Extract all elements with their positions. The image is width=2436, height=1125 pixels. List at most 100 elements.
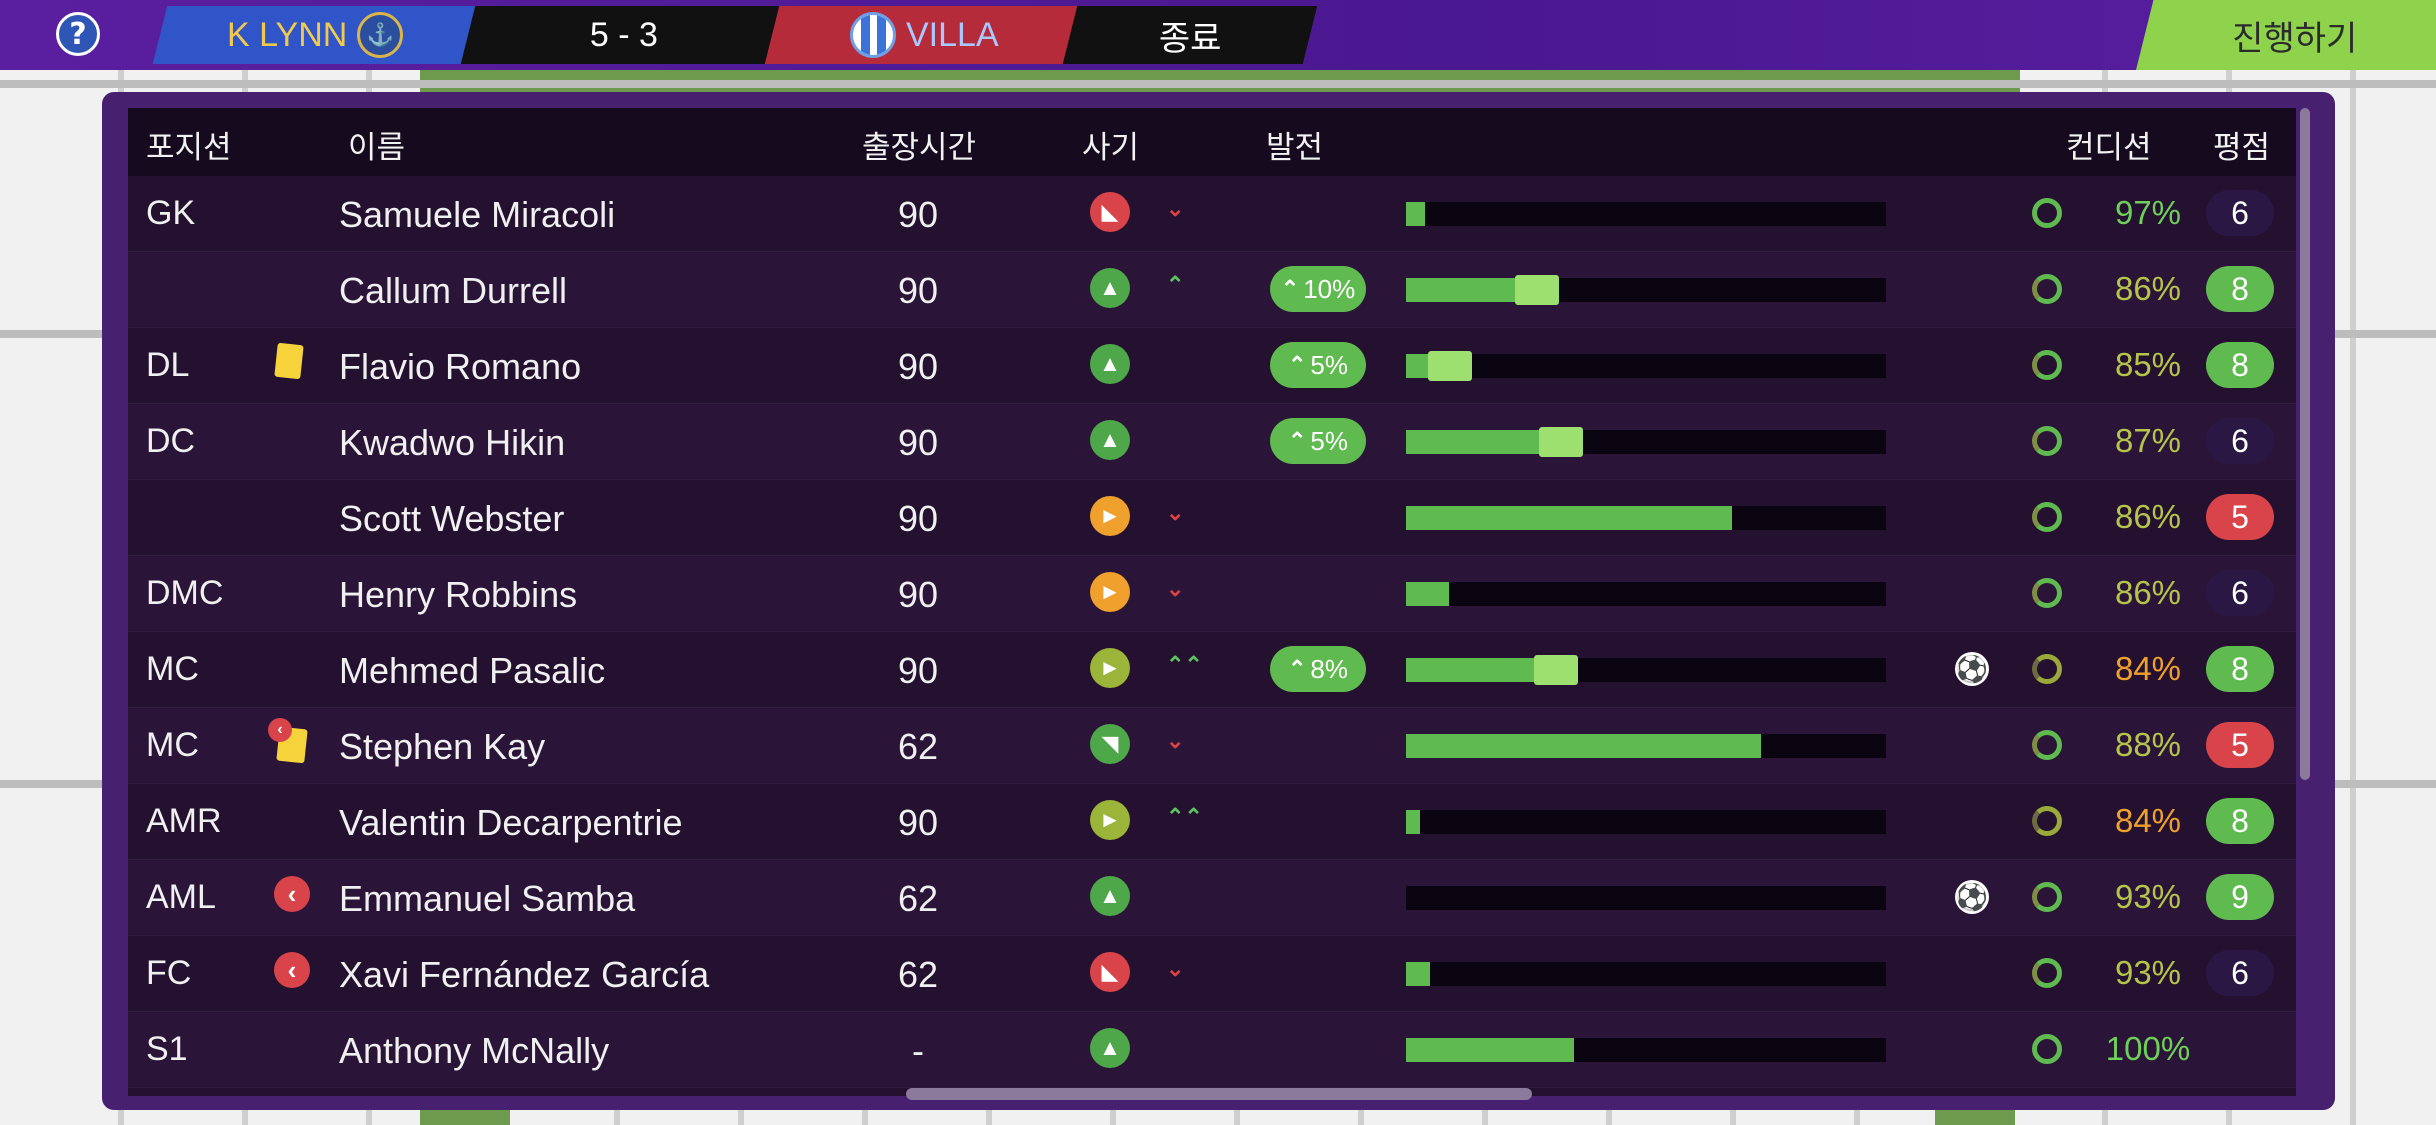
- player-row[interactable]: Scott Webster 90 ► ⌄ 86% 5: [128, 480, 2296, 556]
- player-row[interactable]: Callum Durrell 90 ▲ ⌃ ⌃ 10% 86% 8: [128, 252, 2296, 328]
- development-progress-bar: [1406, 351, 1886, 381]
- progress-fill: [1406, 962, 1430, 986]
- continue-button[interactable]: 진행하기: [2136, 0, 2436, 70]
- player-name[interactable]: Emmanuel Samba: [339, 878, 636, 919]
- player-row[interactable]: FC ‹ Xavi Fernández García 62 ◣ ⌄ 93% 6: [128, 936, 2296, 1012]
- player-name[interactable]: Henry Robbins: [339, 574, 578, 615]
- player-name[interactable]: Flavio Romano: [339, 346, 582, 387]
- player-rating: 6: [2206, 570, 2274, 616]
- player-name[interactable]: Samuele Miracoli: [339, 194, 616, 235]
- development-progress-bar: [1406, 275, 1886, 305]
- arrow-up-icon: ▲: [1090, 1028, 1130, 1068]
- player-name[interactable]: Callum Durrell: [339, 270, 568, 311]
- chevrons-up-icon: ⌃: [1287, 656, 1307, 681]
- development-progress-bar: [1406, 734, 1886, 758]
- col-header-development[interactable]: 발전: [1266, 130, 1324, 165]
- away-team-badge: VILLA: [764, 6, 1084, 64]
- player-name[interactable]: Anthony McNally: [339, 1030, 610, 1071]
- development-progress-bar: [1406, 582, 1886, 606]
- progress-fill: [1406, 810, 1420, 834]
- player-name[interactable]: Scott Webster: [339, 498, 565, 539]
- substituted-off-icon: ‹: [268, 718, 292, 742]
- condition-value: 93%: [2114, 878, 2182, 915]
- condition-value: 86%: [2114, 574, 2182, 611]
- development-value: 10%: [1303, 273, 1356, 304]
- development-progress-bar: [1406, 886, 1886, 910]
- col-header-position[interactable]: 포지션: [146, 130, 232, 165]
- goal-ball-icon: ⚽: [1955, 652, 1989, 686]
- development-progress-bar: [1406, 202, 1886, 226]
- col-header-morale[interactable]: 사기: [1082, 130, 1140, 165]
- col-header-minutes[interactable]: 출장시간: [862, 130, 977, 165]
- progress-fill: [1406, 1038, 1574, 1062]
- arrow-up-icon: ▲: [1090, 268, 1130, 308]
- player-row[interactable]: DMC Henry Robbins 90 ► ⌄ 86% 6: [128, 556, 2296, 632]
- player-name[interactable]: Kwadwo Hikin: [339, 422, 566, 463]
- morale-trend-icon: ⌄: [1166, 956, 1185, 981]
- development-progress-bar: [1406, 506, 1886, 530]
- player-row[interactable]: MC ‹ Stephen Kay 62 ◥ ⌄ 88% 5: [128, 708, 2296, 784]
- player-rating: 8: [2206, 266, 2274, 312]
- condition-value: 88%: [2114, 726, 2182, 763]
- minutes-played: 90: [897, 346, 939, 387]
- condition-ring-icon: [2032, 502, 2062, 532]
- progress-gain-marker: [1534, 655, 1578, 685]
- away-crest-icon: [849, 12, 896, 58]
- condition-ring-icon: [2032, 654, 2062, 684]
- condition-value: 86%: [2114, 270, 2182, 307]
- morale-trend-icon: ⌄: [1166, 576, 1185, 601]
- player-position: DL: [146, 346, 190, 384]
- player-name[interactable]: Valentin Decarpentrie: [339, 802, 683, 843]
- morale-trend-icon: ⌄: [1166, 500, 1185, 525]
- condition-value: 85%: [2114, 346, 2182, 383]
- home-team-badge: K LYNN ⚓: [152, 6, 478, 64]
- development-badge: ⌃ 10%: [1270, 266, 1366, 312]
- player-row[interactable]: AMR Valentin Decarpentrie 90 ► ⌃⌃ 84% 8: [128, 784, 2296, 860]
- substituted-off-icon: ‹: [274, 876, 310, 912]
- development-badge: ⌃ 5%: [1270, 342, 1366, 388]
- development-progress-bar: [1406, 427, 1886, 457]
- minutes-played: 62: [897, 954, 939, 995]
- help-button[interactable]: ?: [56, 12, 100, 56]
- minutes-played: 90: [897, 422, 939, 463]
- chevrons-up-icon: ⌃: [1287, 428, 1307, 453]
- development-progress-bar: [1406, 810, 1886, 834]
- player-position: FC: [146, 954, 192, 992]
- chevrons-up-icon: ⌃: [1287, 352, 1307, 377]
- progress-fill: [1406, 734, 1761, 758]
- morale-trend-icon: ⌃⌃: [1166, 804, 1203, 829]
- player-row[interactable]: AML ‹ Emmanuel Samba 62 ▲ ⚽ 93% 9: [128, 860, 2296, 936]
- player-row[interactable]: DC Kwadwo Hikin 90 ▲ ⌃ 5% 87% 6: [128, 404, 2296, 480]
- condition-ring-icon: [2032, 958, 2062, 988]
- arrow-down-left-icon: ◣: [1090, 952, 1130, 992]
- player-name[interactable]: Mehmed Pasalic: [339, 650, 606, 691]
- player-row[interactable]: GK Samuele Miracoli 90 ◣ ⌄ 97% 6: [128, 176, 2296, 252]
- continue-button-label: 진행하기: [2232, 18, 2358, 59]
- player-row[interactable]: MC Mehmed Pasalic 90 ► ⌃⌃ ⌃ 8% ⚽ 84% 8: [128, 632, 2296, 708]
- condition-ring-icon: [2032, 1034, 2062, 1064]
- player-row[interactable]: DL Flavio Romano 90 ▲ ⌃ 5% 85% 8: [128, 328, 2296, 404]
- player-row[interactable]: S1 Anthony McNally - ▲ 100%: [128, 1012, 2296, 1088]
- col-header-condition[interactable]: 컨디션: [2066, 130, 2152, 165]
- match-header-bar: ? K LYNN ⚓ 5 - 3 VILLA 종료 진행하기: [0, 0, 2436, 70]
- col-header-name[interactable]: 이름: [348, 130, 406, 165]
- vertical-scrollbar[interactable]: [2300, 108, 2310, 780]
- goal-ball-icon: ⚽: [1955, 880, 1989, 914]
- player-name[interactable]: Stephen Kay: [339, 726, 546, 767]
- player-name[interactable]: Xavi Fernández García: [339, 954, 710, 995]
- minutes-played: 90: [897, 574, 939, 615]
- player-rating: 6: [2206, 190, 2274, 236]
- match-status: 종료: [1158, 19, 1222, 58]
- player-position: AMR: [146, 802, 222, 840]
- table-header: 포지션 이름 출장시간 사기 발전 컨디션 평점: [128, 108, 2296, 176]
- arrow-up-icon: ▲: [1090, 876, 1130, 916]
- col-header-rating[interactable]: 평점: [2213, 130, 2271, 165]
- horizontal-scrollbar[interactable]: [906, 1088, 1532, 1100]
- player-position: DC: [146, 422, 196, 460]
- condition-value: 84%: [2114, 802, 2182, 839]
- player-position: MC: [146, 650, 199, 688]
- player-stats-table[interactable]: 포지션 이름 출장시간 사기 발전 컨디션 평점 GK Samuele Mirac…: [128, 108, 2296, 1096]
- condition-value: 100%: [2105, 1030, 2191, 1067]
- player-position: AML: [146, 878, 216, 916]
- player-position: S1: [146, 1030, 188, 1068]
